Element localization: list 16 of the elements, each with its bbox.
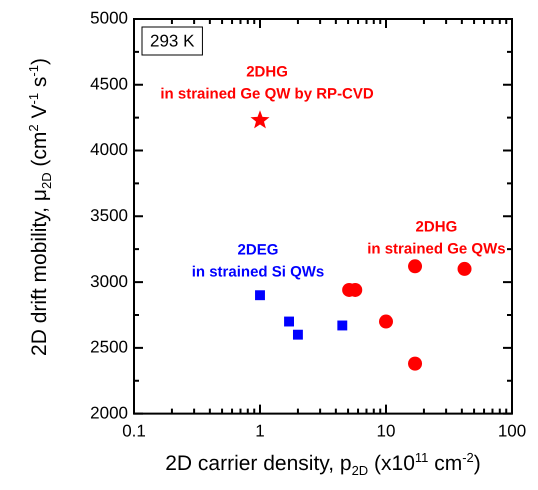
y-tick-label: 4500 xyxy=(90,74,128,94)
y-tick-label: 2000 xyxy=(90,403,128,422)
x-tick-label: 0.1 xyxy=(122,421,146,440)
y-tick-label: 2500 xyxy=(90,338,128,357)
x-tick-label: 1 xyxy=(255,421,265,440)
x-axis-title: 2D carrier density, p$_{2D}$ (x10$^{11}$ cm$^{-2}$) xyxy=(164,450,482,478)
annotation: 2DEG in strained Si QWs xyxy=(192,241,324,280)
x-tick-label: 100 xyxy=(498,421,526,440)
annotation: 293 K xyxy=(150,32,196,51)
annotation: 2DHG in strained Ge QW by RP-CVD xyxy=(160,63,374,102)
annotation: 2DHG in strained Ge QWs xyxy=(367,218,506,258)
x-tick-label: 10 xyxy=(376,421,396,440)
y-tick-label: 3000 xyxy=(90,272,128,291)
y-tick-label: 5000 xyxy=(90,8,128,28)
y-tick-label: 3500 xyxy=(90,206,128,225)
y-tick-label: 4000 xyxy=(90,140,128,160)
